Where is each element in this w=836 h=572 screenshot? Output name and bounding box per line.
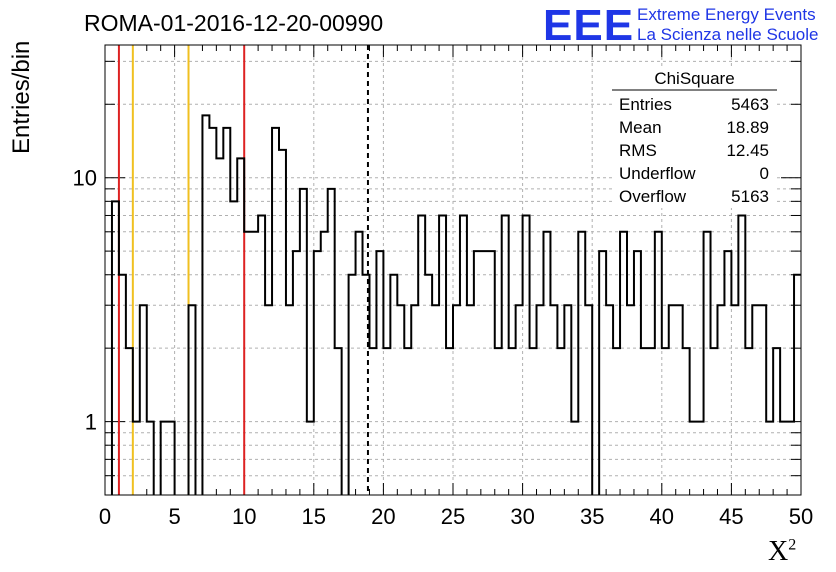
- stats-label: Underflow: [619, 164, 696, 183]
- stats-label: Overflow: [619, 187, 687, 206]
- plot-frame: [104, 44, 802, 496]
- stats-value: 5163: [731, 187, 769, 206]
- stats-value: 5463: [731, 95, 769, 114]
- x-tick-label: 30: [510, 504, 534, 529]
- chart-title: ROMA-01-2016-12-20-00990: [84, 10, 384, 36]
- stats-title: ChiSquare: [654, 69, 734, 88]
- eee-logo: EEE: [543, 1, 635, 50]
- logo-text-line2: La Scienza nelle Scuole: [637, 25, 819, 44]
- x-tick-label: 45: [719, 504, 743, 529]
- x-tick-label: 5: [168, 504, 180, 529]
- y-tick-label: 1: [85, 410, 97, 435]
- x-axis-label-sup: 2: [788, 536, 797, 554]
- stats-label: Mean: [619, 118, 662, 137]
- x-tick-label: 50: [789, 504, 813, 529]
- stats-label: Entries: [619, 95, 672, 114]
- stats-value: 18.89: [726, 118, 769, 137]
- stats-value: 0: [760, 164, 769, 183]
- y-tick-label: 10: [73, 166, 97, 191]
- histogram-bins: [110, 114, 801, 495]
- logo-text-line1: Extreme Energy Events: [637, 5, 816, 24]
- stats-value: 12.45: [726, 141, 769, 160]
- x-tick-label: 20: [371, 504, 395, 529]
- x-tick-label: 40: [650, 504, 674, 529]
- x-tick-label: 35: [580, 504, 604, 529]
- stats-label: RMS: [619, 141, 657, 160]
- x-tick-label: 15: [302, 504, 326, 529]
- x-tick-label: 0: [99, 504, 111, 529]
- x-tick-label: 25: [441, 504, 465, 529]
- x-axis-label-base: X: [768, 536, 789, 567]
- x-axis-label: X2: [768, 536, 796, 568]
- x-tick-label: 10: [232, 504, 256, 529]
